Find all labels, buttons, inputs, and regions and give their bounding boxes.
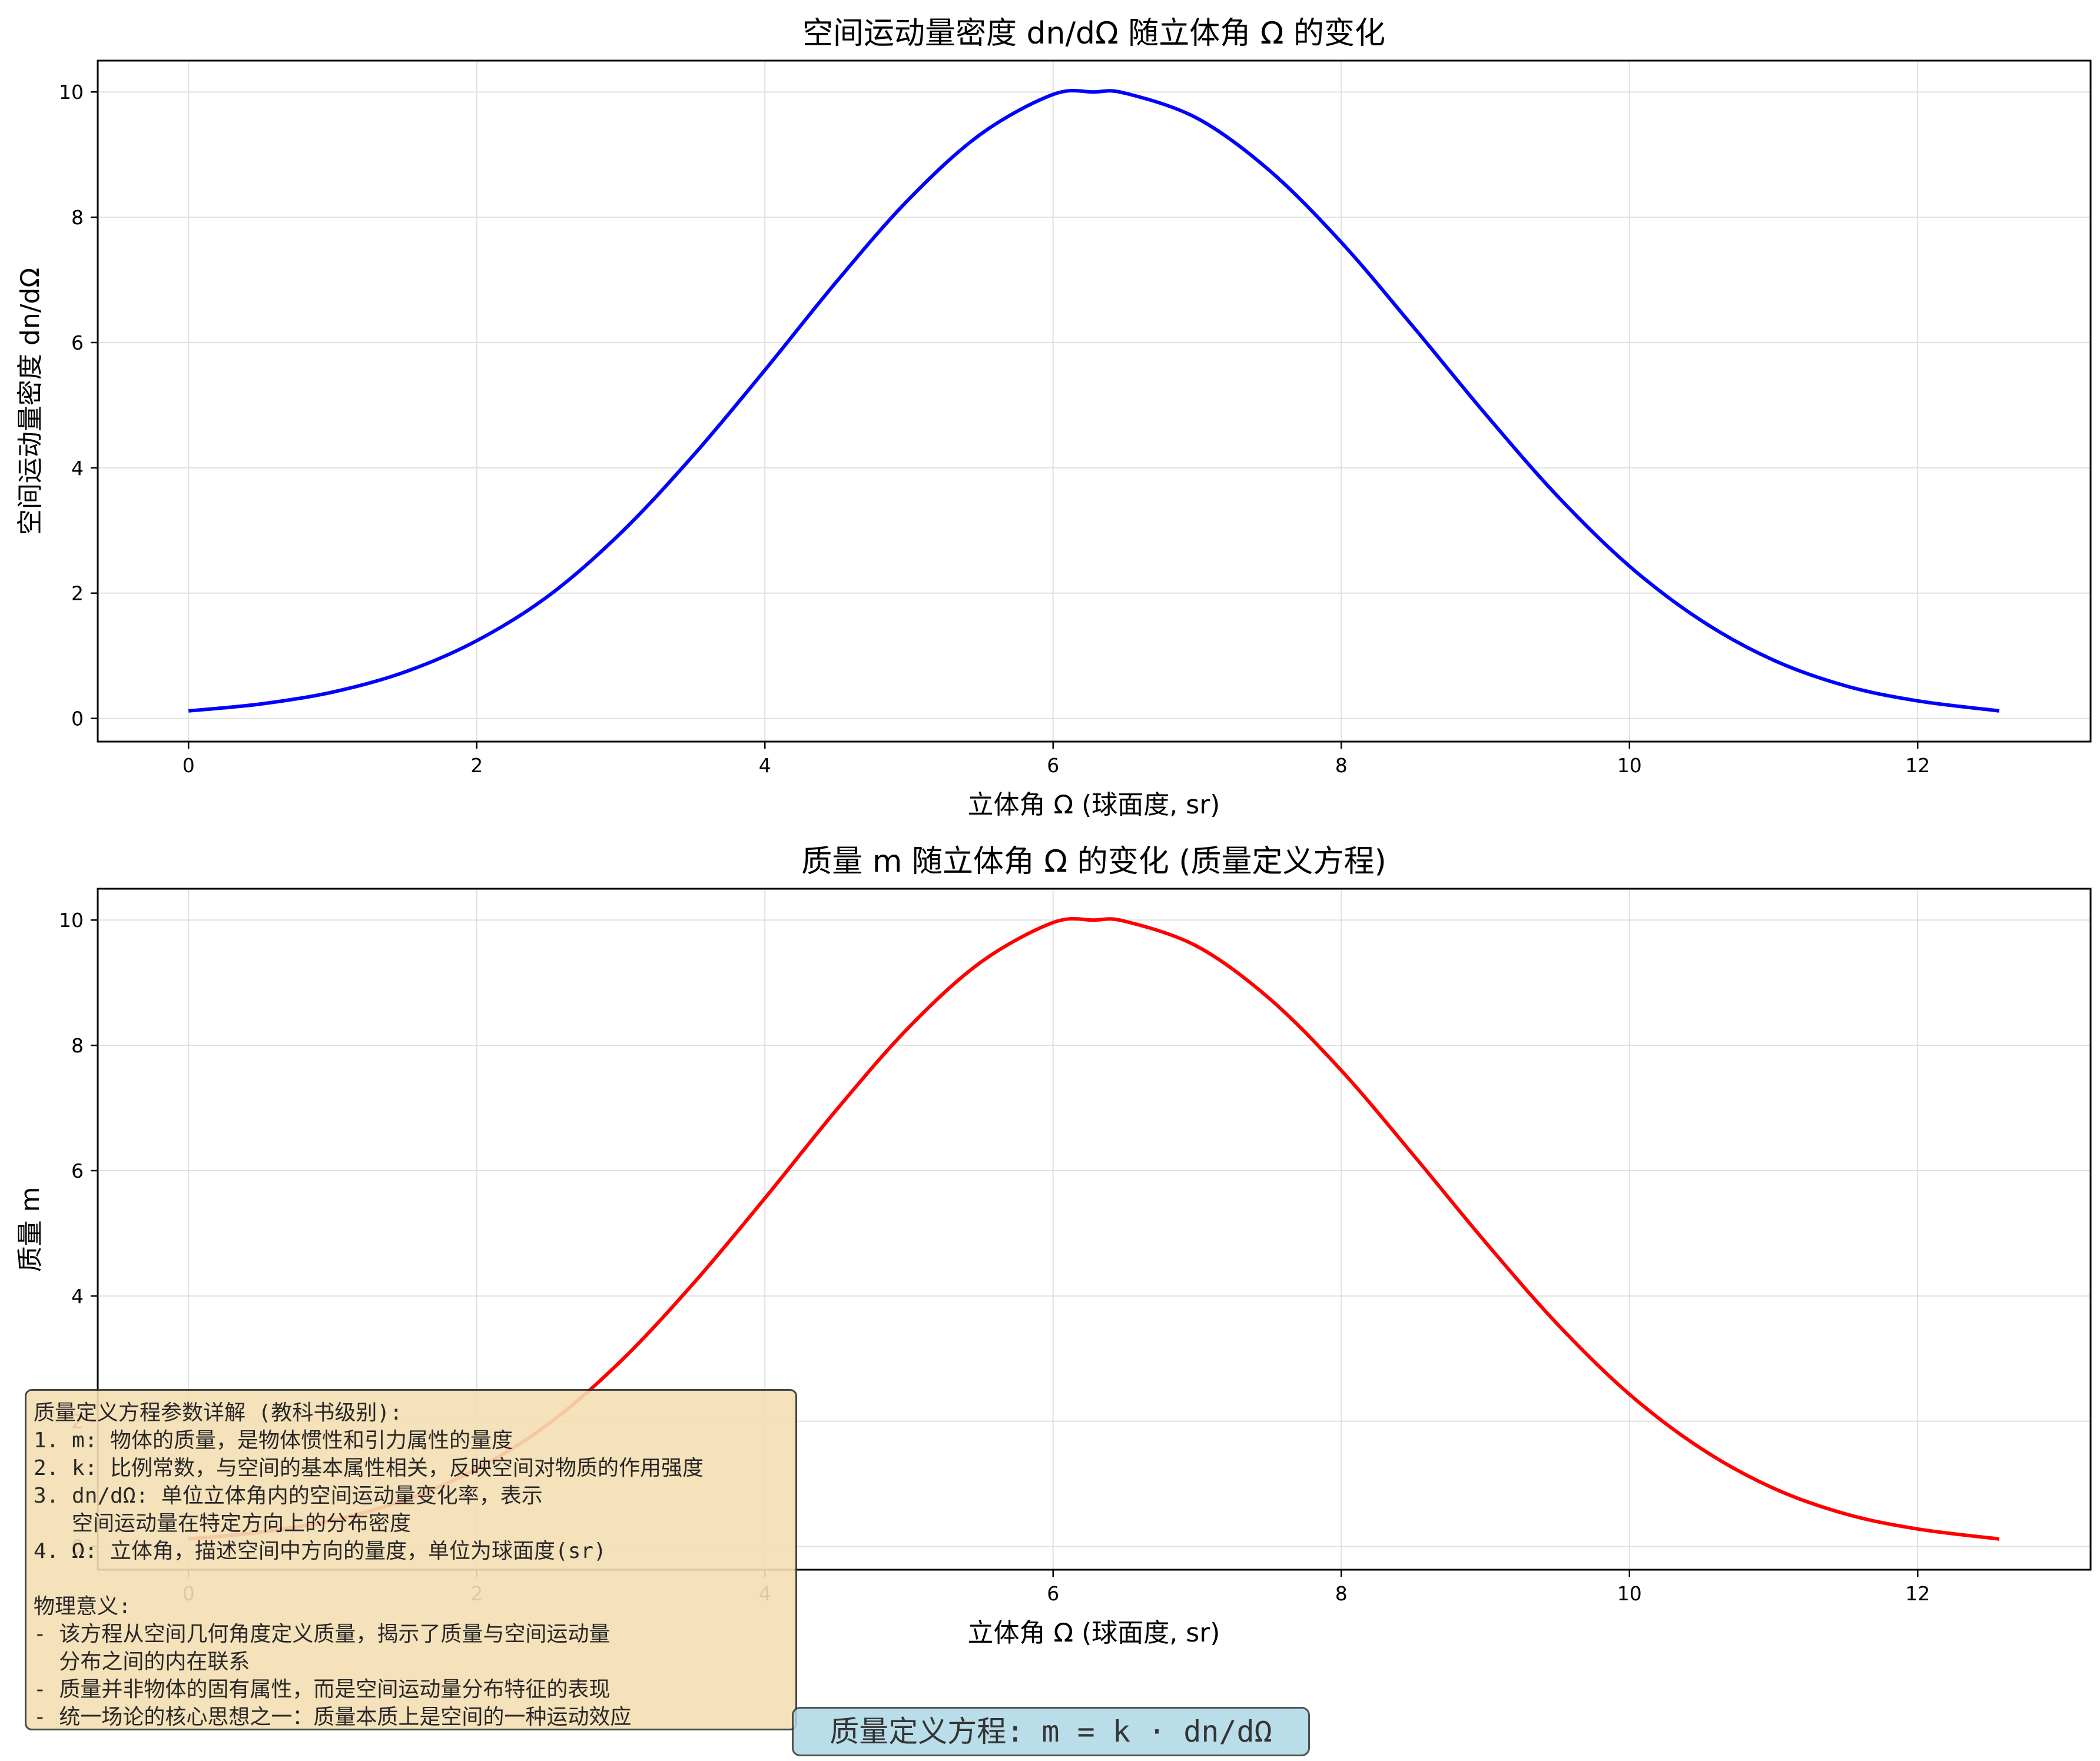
- equation-box: 质量定义方程: m = k · dn/dΩ: [792, 1707, 1310, 1756]
- top-chart-xtick-label: 2: [470, 754, 483, 777]
- top-chart-xlabel: 立体角 Ω (球面度, sr): [968, 790, 1220, 820]
- top-chart-ytick-label: 4: [71, 457, 84, 480]
- top-chart-xtick-label: 8: [1335, 754, 1348, 777]
- bottom-chart-title: 质量 m 随立体角 Ω 的变化 (质量定义方程): [801, 844, 1386, 879]
- annotation-line: 分布之间的内在联系: [34, 1650, 250, 1674]
- annotation-line: [34, 1565, 788, 1593]
- top-chart-series-line: [188, 88, 2000, 713]
- top-chart-ytick-label: 2: [71, 582, 84, 605]
- bottom-chart-ytick-label: 8: [71, 1034, 84, 1057]
- annotation-line: 1. m: 物体的质量，是物体惯性和引力属性的量度: [34, 1428, 513, 1453]
- annotation-line: 质量定义方程参数详解 (教科书级别):: [34, 1401, 403, 1425]
- bottom-chart-xtick-label: 12: [1905, 1582, 1930, 1605]
- bottom-chart-ytick-label: 10: [59, 909, 84, 932]
- top-chart-xtick-label: 12: [1905, 754, 1930, 777]
- top-chart-xtick-label: 6: [1047, 754, 1059, 777]
- bottom-chart-xlabel: 立体角 Ω (球面度, sr): [968, 1618, 1220, 1648]
- top-chart-xtick-label: 0: [183, 754, 195, 777]
- top-chart-ytick-label: 6: [71, 331, 84, 354]
- bottom-chart-ytick-label: 6: [71, 1159, 84, 1182]
- annotation-line: 2. k: 比例常数，与空间的基本属性相关，反映空间对物质的作用强度: [34, 1456, 704, 1480]
- top-chart-series: [188, 88, 2000, 713]
- bottom-chart-xtick-label: 6: [1047, 1582, 1059, 1605]
- top-chart-ytick-label: 8: [71, 206, 84, 229]
- bottom-chart-ylabel: 质量 m: [15, 1187, 45, 1272]
- top-chart-ytick-label: 10: [59, 81, 84, 104]
- top-chart-title: 空间运动量密度 dn/dΩ 随立体角 Ω 的变化: [802, 16, 1385, 51]
- top-chart-xtick-label: 4: [759, 754, 771, 777]
- annotation-line: - 统一场论的核心思想之一：质量本质上是空间的一种运动效应: [34, 1705, 632, 1729]
- annotation-line: 4. Ω: 立体角，描述空间中方向的量度，单位为球面度(sr): [34, 1539, 606, 1563]
- bottom-chart-xtick-label: 10: [1617, 1582, 1642, 1605]
- top-chart-ylabel: 空间运动量密度 dn/dΩ: [15, 268, 45, 535]
- bottom-chart-xtick-label: 8: [1335, 1582, 1348, 1605]
- top-chart-grid: [98, 61, 2091, 742]
- parameter-annotation-box: 质量定义方程参数详解 (教科书级别): 1. m: 物体的质量，是物体惯性和引力…: [25, 1389, 797, 1730]
- annotation-line: - 质量并非物体的固有属性，而是空间运动量分布特征的表现: [34, 1677, 611, 1702]
- top-chart-xtick-label: 10: [1617, 754, 1642, 777]
- bottom-chart-frame: [97, 888, 2092, 1571]
- annotation-line: - 该方程从空间几何角度定义质量，揭示了质量与空间运动量: [34, 1622, 611, 1646]
- annotation-line: 物理意义:: [34, 1594, 131, 1619]
- top-chart-frame: [97, 59, 2092, 743]
- bottom-chart-ytick-label: 4: [71, 1285, 84, 1308]
- annotation-line: 空间运动量在特定方向上的分布密度: [34, 1511, 412, 1536]
- top-chart-ytick-label: 0: [71, 707, 84, 730]
- annotation-line: 3. dn/dΩ: 单位立体角内的空间运动量变化率，表示: [34, 1484, 543, 1508]
- top-chart-ticks: 0 2 4 6 8 10 12 0 2 4 6 8 10: [59, 81, 1930, 777]
- top-chart: 0 2 4 6 8 10 12 0 2 4 6 8 10 空间运动量密度 dn/dΩ 随立体角 Ω 的变…: [15, 16, 2092, 820]
